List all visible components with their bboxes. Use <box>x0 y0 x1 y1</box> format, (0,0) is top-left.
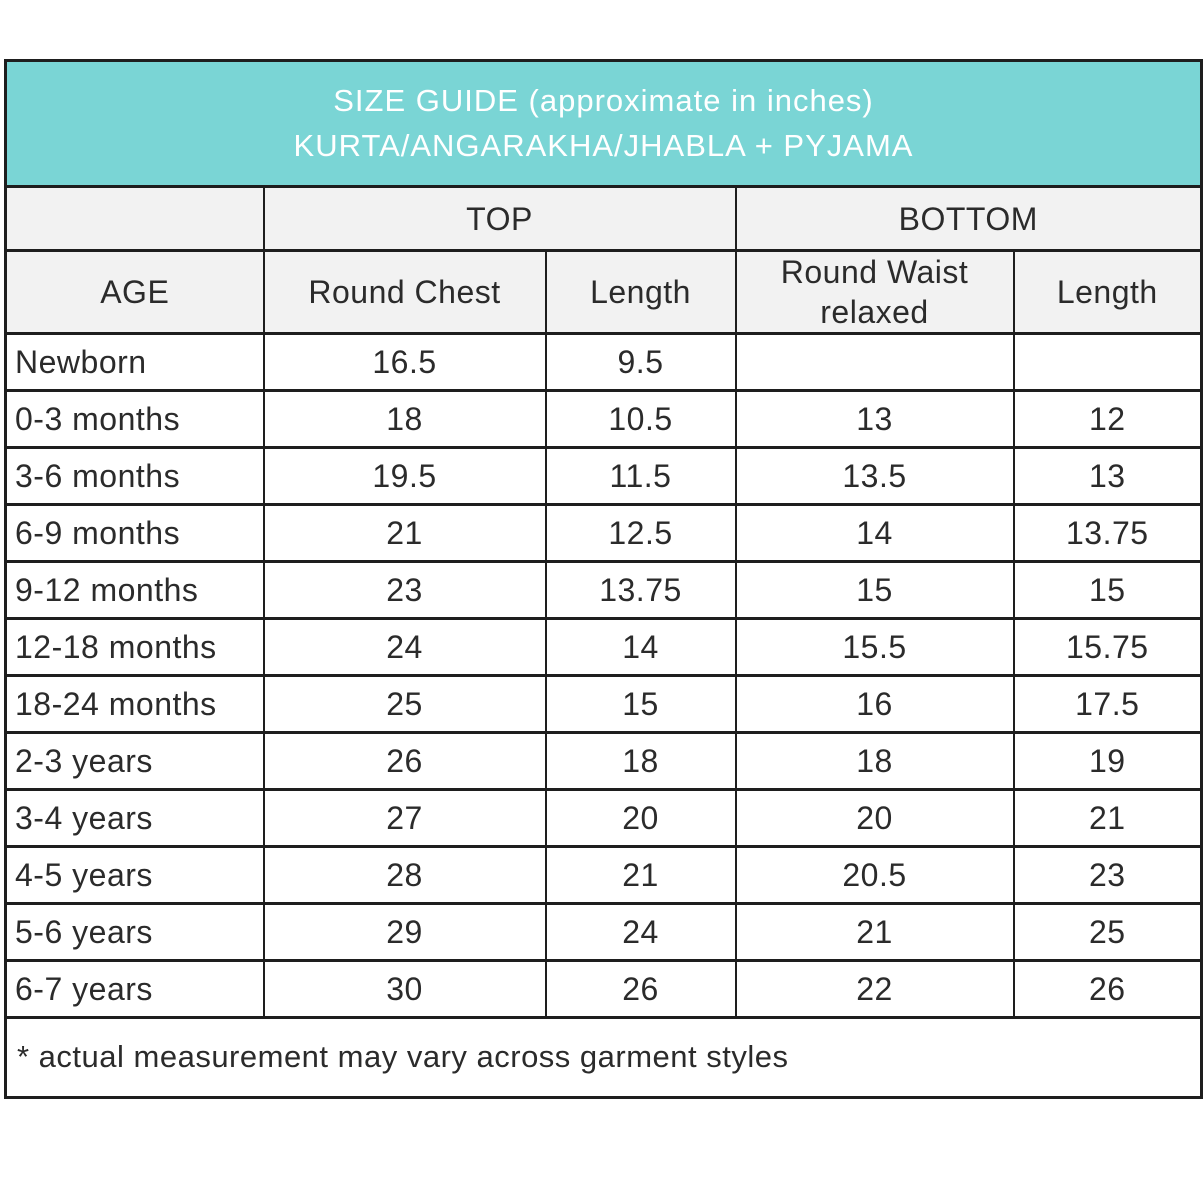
round-waist-cell: 22 <box>734 959 1015 1019</box>
table-row: Newborn 16.5 9.5 <box>4 332 1203 392</box>
round-chest-cell: 23 <box>262 560 547 620</box>
age-cell: 12-18 months <box>4 617 265 677</box>
footnote: * actual measurement may vary across gar… <box>4 1016 1203 1099</box>
bottom-length-cell: 26 <box>1012 959 1203 1019</box>
top-length-cell: 18 <box>544 731 737 791</box>
table-row: 5-6 years 29 24 21 25 <box>4 902 1203 962</box>
bottom-length-cell: 15 <box>1012 560 1203 620</box>
table-row: 4-5 years 28 21 20.5 23 <box>4 845 1203 905</box>
round-waist-cell: 21 <box>734 902 1015 962</box>
top-length-cell: 24 <box>544 902 737 962</box>
footnote-row: * actual measurement may vary across gar… <box>4 1016 1203 1099</box>
age-cell: 0-3 months <box>4 389 265 449</box>
group-header-row: TOP BOTTOM <box>4 185 1203 252</box>
top-length-cell: 26 <box>544 959 737 1019</box>
age-cell: 6-9 months <box>4 503 265 563</box>
age-cell: 9-12 months <box>4 560 265 620</box>
round-chest-cell: 26 <box>262 731 547 791</box>
round-chest-cell: 19.5 <box>262 446 547 506</box>
bottom-length-cell: 17.5 <box>1012 674 1203 734</box>
column-header-round-chest: Round Chest <box>262 249 547 335</box>
age-cell: Newborn <box>4 332 265 392</box>
title-line-1: SIZE GUIDE (approximate in inches) <box>333 82 874 118</box>
size-guide-table: SIZE GUIDE (approximate in inches) KURTA… <box>4 59 1204 1099</box>
bottom-length-cell: 25 <box>1012 902 1203 962</box>
group-header-top: TOP <box>262 185 737 252</box>
round-chest-cell: 25 <box>262 674 547 734</box>
round-chest-cell: 27 <box>262 788 547 848</box>
round-chest-cell: 30 <box>262 959 547 1019</box>
bottom-length-cell: 21 <box>1012 788 1203 848</box>
top-length-cell: 21 <box>544 845 737 905</box>
top-length-cell: 12.5 <box>544 503 737 563</box>
table-row: 0-3 months 18 10.5 13 12 <box>4 389 1203 449</box>
round-chest-cell: 18 <box>262 389 547 449</box>
age-cell: 3-6 months <box>4 446 265 506</box>
round-waist-cell: 14 <box>734 503 1015 563</box>
table-row: 3-6 months 19.5 11.5 13.5 13 <box>4 446 1203 506</box>
top-length-cell: 11.5 <box>544 446 737 506</box>
corner-empty-cell <box>4 185 265 252</box>
round-waist-cell <box>734 332 1015 392</box>
round-waist-cell: 18 <box>734 731 1015 791</box>
round-chest-cell: 29 <box>262 902 547 962</box>
age-cell: 6-7 years <box>4 959 265 1019</box>
column-header-age: AGE <box>4 249 265 335</box>
round-chest-cell: 16.5 <box>262 332 547 392</box>
top-length-cell: 15 <box>544 674 737 734</box>
table-row: 18-24 months 25 15 16 17.5 <box>4 674 1203 734</box>
round-waist-cell: 15 <box>734 560 1015 620</box>
column-header-bottom-length: Length <box>1012 249 1203 335</box>
top-length-cell: 14 <box>544 617 737 677</box>
table-row: 9-12 months 23 13.75 15 15 <box>4 560 1203 620</box>
round-waist-cell: 16 <box>734 674 1015 734</box>
bottom-length-cell <box>1012 332 1203 392</box>
bottom-length-cell: 13.75 <box>1012 503 1203 563</box>
bottom-length-cell: 23 <box>1012 845 1203 905</box>
age-cell: 3-4 years <box>4 788 265 848</box>
table-row: 2-3 years 26 18 18 19 <box>4 731 1203 791</box>
age-cell: 5-6 years <box>4 902 265 962</box>
round-waist-cell: 15.5 <box>734 617 1015 677</box>
round-waist-cell: 20 <box>734 788 1015 848</box>
round-chest-cell: 28 <box>262 845 547 905</box>
round-waist-cell: 20.5 <box>734 845 1015 905</box>
age-cell: 18-24 months <box>4 674 265 734</box>
top-length-cell: 13.75 <box>544 560 737 620</box>
bottom-length-cell: 19 <box>1012 731 1203 791</box>
group-header-bottom: BOTTOM <box>734 185 1203 252</box>
top-length-cell: 10.5 <box>544 389 737 449</box>
round-chest-cell: 24 <box>262 617 547 677</box>
round-waist-cell: 13.5 <box>734 446 1015 506</box>
age-cell: 2-3 years <box>4 731 265 791</box>
table-row: 6-7 years 30 26 22 26 <box>4 959 1203 1019</box>
bottom-length-cell: 15.75 <box>1012 617 1203 677</box>
column-header-row: AGE Round Chest Length Round Waist relax… <box>4 249 1203 335</box>
column-header-top-length: Length <box>544 249 737 335</box>
age-cell: 4-5 years <box>4 845 265 905</box>
title-line-2: KURTA/ANGARAKHA/JHABLA + PYJAMA <box>293 127 914 163</box>
top-length-cell: 20 <box>544 788 737 848</box>
title-row: SIZE GUIDE (approximate in inches) KURTA… <box>4 59 1203 188</box>
table-row: 3-4 years 27 20 20 21 <box>4 788 1203 848</box>
round-waist-cell: 13 <box>734 389 1015 449</box>
bottom-length-cell: 12 <box>1012 389 1203 449</box>
bottom-length-cell: 13 <box>1012 446 1203 506</box>
top-length-cell: 9.5 <box>544 332 737 392</box>
table-row: 6-9 months 21 12.5 14 13.75 <box>4 503 1203 563</box>
column-header-round-waist: Round Waist relaxed <box>734 249 1015 335</box>
round-chest-cell: 21 <box>262 503 547 563</box>
size-guide-title-banner: SIZE GUIDE (approximate in inches) KURTA… <box>4 59 1203 188</box>
table-row: 12-18 months 24 14 15.5 15.75 <box>4 617 1203 677</box>
